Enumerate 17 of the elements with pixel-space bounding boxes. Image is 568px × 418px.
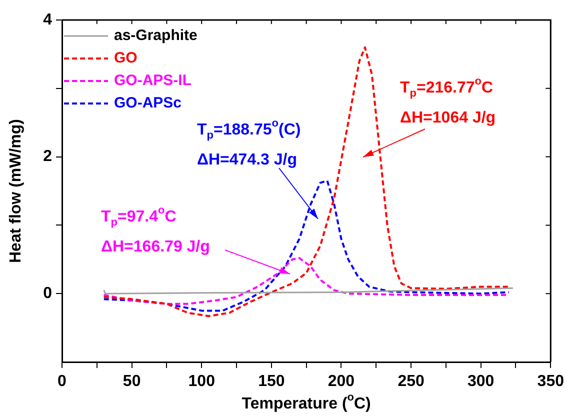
- legend-label: GO-APS-IL: [114, 72, 192, 90]
- x-tick-label: 150: [258, 373, 285, 390]
- line-series: [102, 46, 510, 318]
- legend-label: GO-APSc: [114, 94, 182, 112]
- y-tick-label: 4: [43, 11, 52, 28]
- x-tick-label: 100: [188, 373, 216, 390]
- legend-label: as-Graphite: [114, 27, 198, 44]
- x-tick-label: 250: [398, 373, 424, 390]
- x-tick-label: 200: [328, 373, 355, 390]
- x-tick-label: 350: [537, 373, 564, 390]
- x-tick-label: 0: [58, 373, 67, 390]
- x-tick-label: 300: [467, 373, 494, 390]
- legend-label: GO: [114, 50, 138, 67]
- y-tick-label: 0: [43, 285, 52, 302]
- y-tick-label: 2: [43, 148, 52, 166]
- y-axis-title: Heat flow (mW/mg): [7, 118, 24, 263]
- x-tick-label: 50: [122, 373, 141, 390]
